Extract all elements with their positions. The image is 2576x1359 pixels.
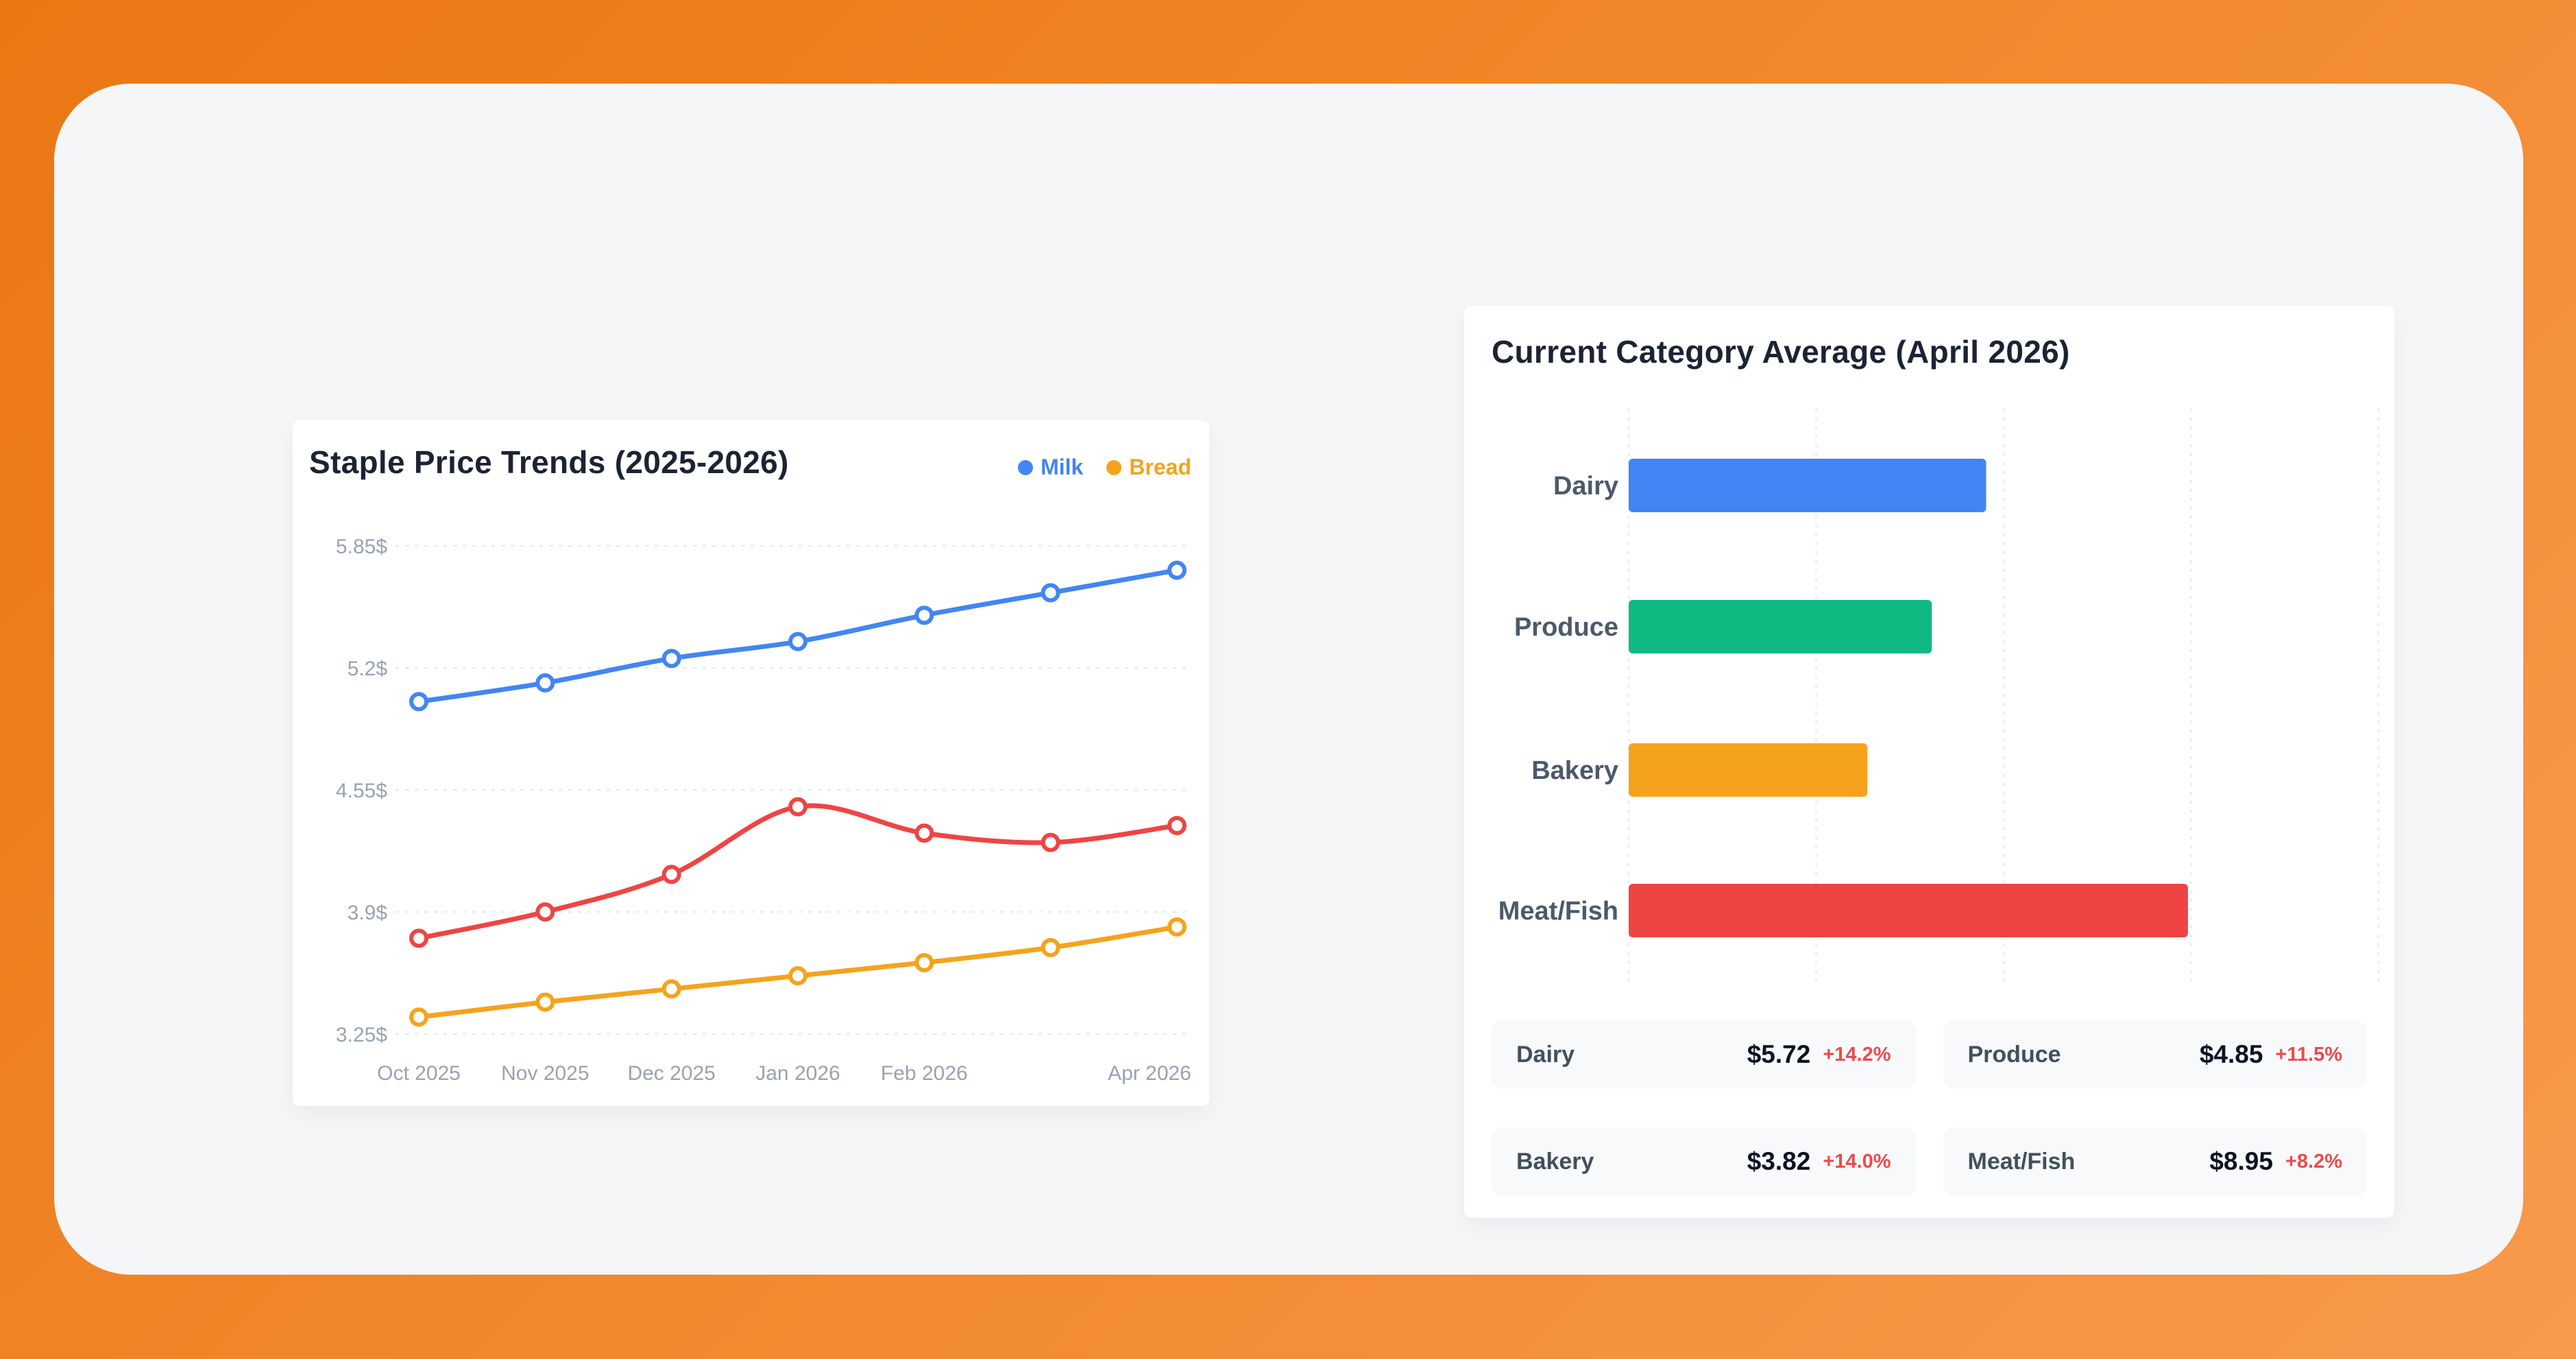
line-chart-legend: Milk Bread xyxy=(1018,455,1191,480)
bar-category-label: Bakery xyxy=(1531,756,1618,785)
stat-value: $3.82 xyxy=(1747,1147,1811,1175)
bar-dairy xyxy=(1629,459,1986,512)
bar-category-label: Produce xyxy=(1514,613,1618,642)
data-point xyxy=(535,992,555,1012)
data-point xyxy=(1041,832,1060,852)
data-point xyxy=(788,632,807,651)
stat-change: +14.0% xyxy=(1823,1150,1891,1172)
category-stats: Dairy $5.72 +14.2% Produce $4.85 +11.5% … xyxy=(1492,1020,2367,1196)
dashboard-card: Staple Price Trends (2025-2026) Milk Bre… xyxy=(54,84,2523,1275)
stat-change: +11.5% xyxy=(2275,1043,2342,1066)
data-point xyxy=(535,673,555,693)
x-axis-tick: Apr 2026 xyxy=(1108,1062,1191,1085)
stat-label: Bakery xyxy=(1516,1148,1594,1175)
data-point xyxy=(914,823,934,843)
bread-legend-dot xyxy=(1106,459,1122,475)
y-axis-tick: 5.85$ xyxy=(336,536,387,558)
data-point xyxy=(1167,816,1187,836)
milk-legend-label: Milk xyxy=(1041,455,1084,479)
y-axis-tick: 3.25$ xyxy=(336,1024,387,1046)
bar-meat-fish xyxy=(1629,884,2188,937)
data-point xyxy=(661,649,681,669)
data-point xyxy=(661,979,681,999)
x-axis-tick: Nov 2025 xyxy=(501,1062,589,1085)
stat-card-dairy: Dairy $5.72 +14.2% xyxy=(1492,1020,1916,1089)
stat-label: Meat/Fish xyxy=(1967,1148,2076,1175)
stat-value: $8.95 xyxy=(2209,1147,2273,1175)
bar-produce xyxy=(1629,600,1932,653)
line-chart-title: Staple Price Trends (2025-2026) xyxy=(309,444,789,480)
bar-category-label: Dairy xyxy=(1553,472,1618,501)
stat-card-produce: Produce $4.85 +11.5% xyxy=(1943,1020,2367,1089)
data-point xyxy=(788,966,807,986)
x-axis-tick: Feb 2026 xyxy=(881,1062,968,1085)
line-chart-x-labels: Oct 2025 Nov 2025 Dec 2025 Jan 2026 Feb 2026… xyxy=(377,1062,1191,1085)
line-series-Milk xyxy=(409,560,1187,712)
bar-chart-gridlines xyxy=(1627,409,2380,985)
stat-change: +8.2% xyxy=(2285,1150,2342,1172)
bar-chart-title: Current Category Average (April 2026) xyxy=(1492,334,2070,370)
stat-label: Dairy xyxy=(1516,1041,1575,1068)
y-axis-tick: 4.55$ xyxy=(336,780,387,802)
x-axis-tick: Jan 2026 xyxy=(755,1062,840,1085)
legend-item-milk[interactable]: Milk xyxy=(1018,455,1083,480)
data-point xyxy=(409,692,428,712)
data-point xyxy=(1167,560,1187,580)
stat-label: Produce xyxy=(1967,1041,2061,1068)
y-axis-tick: 5.2$ xyxy=(348,658,388,680)
line-series-unlabeled-red xyxy=(409,797,1187,948)
milk-legend-dot xyxy=(1018,459,1034,475)
data-point xyxy=(409,928,428,948)
bar-chart: Dairy Produce Bakery Meat/Fish xyxy=(1498,409,2380,985)
data-point xyxy=(914,605,934,625)
data-point xyxy=(661,865,681,885)
data-point xyxy=(914,952,934,972)
stat-value: $4.85 xyxy=(2199,1040,2263,1068)
line-chart-gridlines: 5.85$ 5.2$ 4.55$ 3.9$ 3.25$ xyxy=(336,536,1192,1046)
x-axis-tick: Dec 2025 xyxy=(627,1062,715,1085)
data-point xyxy=(1167,917,1187,937)
data-point xyxy=(1041,938,1060,958)
line-series-Bread xyxy=(409,917,1187,1027)
stat-card-bakery: Bakery $3.82 +14.0% xyxy=(1492,1127,1916,1196)
bread-legend-label: Bread xyxy=(1129,455,1191,479)
data-point xyxy=(788,797,807,817)
stat-card-meat-fish: Meat/Fish $8.95 +8.2% xyxy=(1943,1127,2367,1196)
legend-item-bread[interactable]: Bread xyxy=(1106,455,1191,480)
bar-chart-panel: Current Category Average (April 2026) Da… xyxy=(1464,306,2394,1218)
x-axis-tick: Oct 2025 xyxy=(377,1062,461,1085)
y-axis-tick: 3.9$ xyxy=(348,902,388,924)
line-chart: 5.85$ 5.2$ 4.55$ 3.9$ 3.25$ Oct 2025 Nov 2025 D… xyxy=(336,536,1192,1085)
line-chart-panel: Staple Price Trends (2025-2026) Milk Bre… xyxy=(293,420,1209,1106)
data-point xyxy=(535,902,555,922)
stat-change: +14.2% xyxy=(1823,1043,1891,1066)
stat-value: $5.72 xyxy=(1747,1040,1811,1068)
bar-category-label: Meat/Fish xyxy=(1498,897,1618,926)
data-point xyxy=(1041,583,1060,603)
data-point xyxy=(409,1007,428,1027)
bar-bakery xyxy=(1629,743,1868,797)
